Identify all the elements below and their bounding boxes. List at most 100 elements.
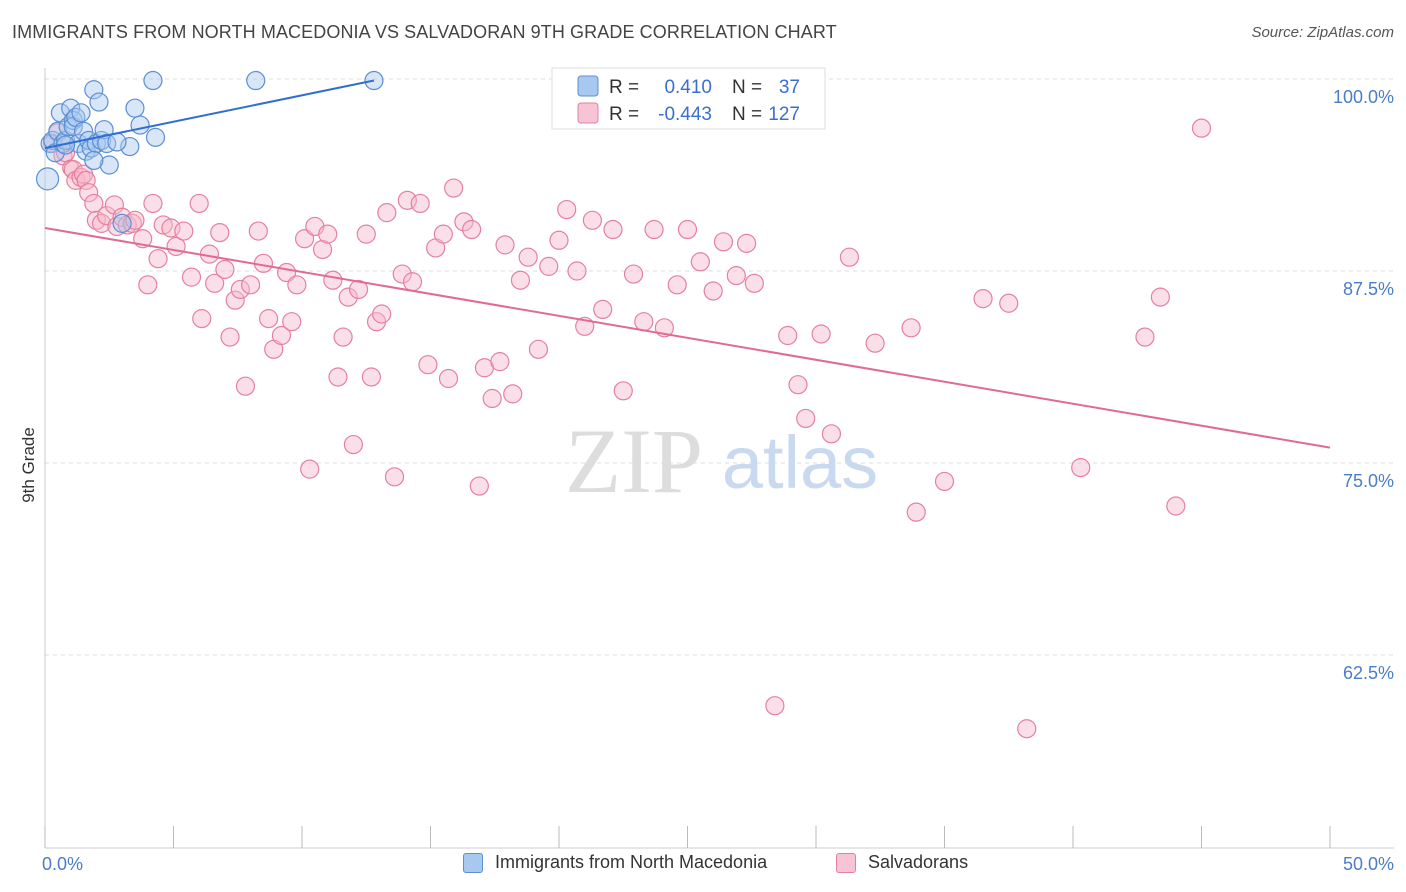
- legend-label-salvadorans: Salvadorans: [868, 852, 969, 872]
- salvadoran-point: [153, 215, 173, 235]
- salvadoran-point: [300, 459, 320, 479]
- salvadoran-point: [225, 290, 245, 310]
- salvadoran-point: [623, 264, 644, 284]
- macedonia-point: [143, 70, 163, 91]
- salvadoran-point: [634, 312, 654, 332]
- salvadoran-point: [454, 212, 474, 232]
- salvadoran-point: [1135, 327, 1155, 347]
- legend-swatch-macedonia: [463, 852, 483, 873]
- salvadorans-points: [43, 69, 1212, 739]
- salvadoran-point: [433, 224, 453, 244]
- salvadoran-point: [901, 318, 921, 338]
- salvadoran-point: [582, 210, 603, 230]
- salvadoran-point: [549, 230, 569, 250]
- salvadoran-point: [86, 210, 107, 230]
- salvadoran-point: [788, 375, 808, 395]
- salvadoran-point: [765, 696, 785, 716]
- salvadoran-point: [821, 424, 842, 444]
- salvadoran-point: [143, 193, 163, 214]
- y-tick-label: 62.5%: [1343, 663, 1394, 683]
- salvadoran-point: [567, 261, 587, 281]
- salvadoran-point: [189, 193, 209, 214]
- salvadoran-point: [495, 235, 515, 255]
- y-tick-label: 75.0%: [1343, 471, 1394, 491]
- macedonia-point: [61, 98, 81, 118]
- macedonia-point: [120, 136, 140, 157]
- macedonia-point: [71, 103, 91, 123]
- salvadoran-point: [294, 229, 315, 249]
- salvadoran-point: [205, 273, 225, 293]
- source-credit: Source: ZipAtlas.com: [1251, 24, 1394, 41]
- salvadoran-point: [865, 333, 885, 353]
- legend-label-macedonia: Immigrants from North Macedonia: [495, 852, 768, 872]
- salvadoran-point: [934, 471, 955, 492]
- legend-item-salvadorans: Salvadorans: [836, 852, 968, 873]
- salvadoran-point: [271, 325, 292, 346]
- macedonia-point: [35, 167, 60, 191]
- series-legend: Immigrants from North Macedonia Salvador…: [0, 852, 1406, 878]
- salvadoran-point: [539, 256, 559, 276]
- salvadoran-point: [999, 293, 1019, 313]
- salvadoran-point: [312, 239, 333, 260]
- salvadoran-point: [210, 223, 230, 243]
- salvadoran-point: [235, 376, 256, 396]
- salvadoran-point: [1166, 496, 1186, 516]
- macedonia-points: [35, 70, 384, 233]
- salvadoran-point: [737, 233, 757, 253]
- legend-swatch-salvadorans: [836, 852, 856, 873]
- salvadoran-point: [258, 309, 279, 329]
- salvadoran-point: [667, 275, 687, 295]
- salvadoran-point: [438, 368, 459, 389]
- salvadoran-point: [79, 183, 99, 203]
- salvadoran-point: [778, 325, 798, 346]
- salvadoran-point: [318, 224, 338, 244]
- salvadoran-point: [462, 219, 482, 240]
- salvadoran-point: [518, 247, 538, 267]
- macedonia-trend-line: [44, 79, 375, 150]
- legend-pink-swatch: [577, 102, 599, 124]
- salvadoran-point: [973, 289, 993, 309]
- macedonia-point: [130, 115, 150, 135]
- salvadoran-point: [84, 193, 104, 214]
- stats-legend: R = 0.410 N = 37 R = -0.443 N = 127: [551, 67, 826, 130]
- grid-lines: [45, 78, 1394, 656]
- salvadoran-point: [71, 167, 91, 187]
- salvadoran-point: [323, 270, 343, 290]
- salvadoran-point: [613, 381, 633, 401]
- salvadoran-point: [343, 434, 363, 455]
- legend-pink-r-value: -0.443: [658, 104, 712, 125]
- salvadoran-point: [469, 476, 489, 496]
- legend-blue-r-label: R =: [609, 77, 639, 98]
- salvadoran-point: [677, 219, 698, 240]
- salvadoran-point: [713, 232, 734, 252]
- salvadoran-point: [703, 281, 723, 301]
- salvadoran-point: [174, 221, 194, 241]
- trend-lines: [44, 79, 1331, 449]
- y-tick-labels: 100.0% 87.5% 75.0% 62.5%: [1333, 87, 1394, 683]
- salvadoran-point: [215, 259, 235, 280]
- salvadoran-point: [796, 408, 816, 429]
- salvadoran-point: [241, 275, 261, 295]
- salvadoran-point: [230, 279, 250, 300]
- salvadoran-point: [220, 327, 240, 347]
- salvadorans-trend-line: [44, 227, 1331, 449]
- y-tick-label: 100.0%: [1333, 87, 1394, 107]
- salvadoran-point: [482, 388, 502, 409]
- salvadoran-point: [138, 275, 158, 295]
- salvadoran-point: [557, 199, 577, 220]
- macedonia-point: [84, 80, 104, 100]
- salvadoran-point: [66, 170, 86, 190]
- macedonia-point: [107, 132, 127, 152]
- legend-blue-r-value: 0.410: [664, 77, 712, 98]
- legend-pink-r-label: R =: [609, 104, 639, 125]
- salvadoran-point: [1071, 458, 1091, 478]
- salvadoran-point: [384, 467, 405, 487]
- macedonia-point: [145, 127, 166, 147]
- y-tick-label: 87.5%: [1343, 279, 1394, 299]
- watermark-zip: ZIP: [565, 410, 703, 512]
- watermark: ZIP atlas: [565, 410, 878, 512]
- salvadoran-point: [333, 327, 353, 347]
- salvadoran-point: [192, 309, 212, 329]
- salvadoran-point: [76, 170, 96, 190]
